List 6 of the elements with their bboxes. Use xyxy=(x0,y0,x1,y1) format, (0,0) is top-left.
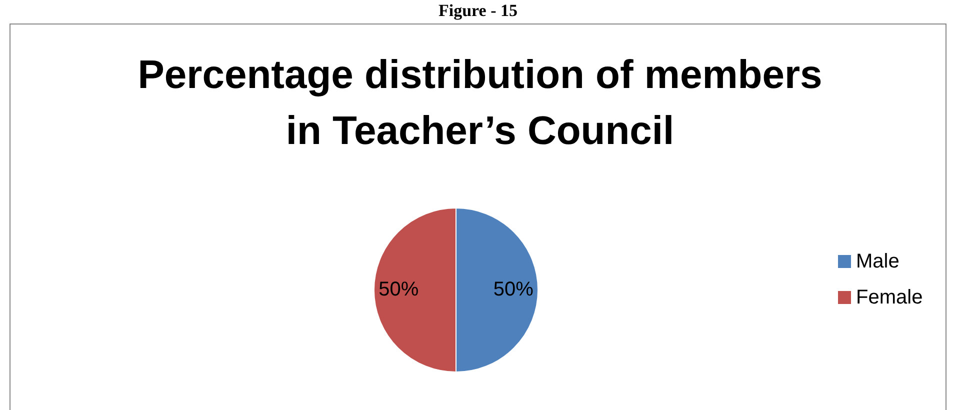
data-label: 50% xyxy=(378,278,419,300)
legend-label: Female xyxy=(856,286,923,308)
data-label: 50% xyxy=(493,278,534,300)
text: Figure - 15 xyxy=(438,1,518,20)
legend-label: Male xyxy=(856,250,900,272)
chart-title: Percentage distribution of members in Teacher’s Council xyxy=(138,53,822,153)
